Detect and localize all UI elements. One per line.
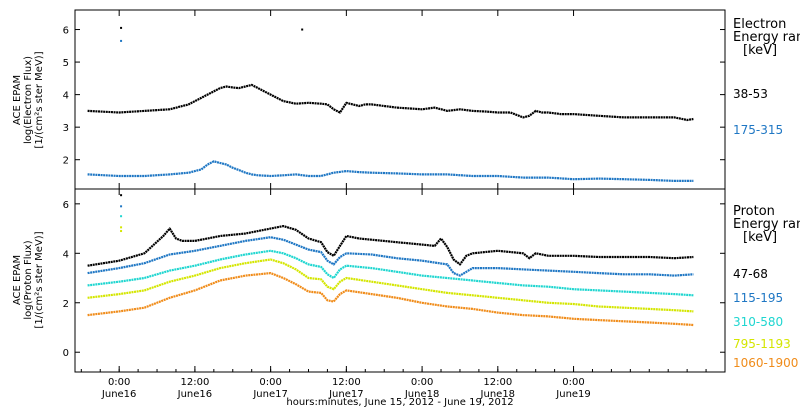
legend-proton-1060-1900: 1060-1900	[733, 356, 798, 370]
electron-series-175-315	[87, 160, 694, 182]
legend-proton-310-580: 310-580	[733, 315, 783, 329]
x-tick-date-label: June17	[328, 389, 364, 400]
proton-ylabel-line2: log(Proton Flux)	[23, 240, 34, 319]
proton-panel-frame	[74, 188, 726, 373]
proton-series-310-580	[87, 249, 694, 297]
electron-outlier-point	[120, 39, 123, 42]
electron-ylabel-line3: [1/(cm²s ster MeV)]	[34, 51, 45, 148]
proton-series-115-195	[87, 236, 694, 277]
proton-ytick-label: 2	[63, 299, 69, 310]
proton-series-795-1193	[87, 258, 694, 313]
electron-outlier-point	[120, 26, 123, 29]
proton-series-47-68	[87, 225, 694, 267]
x-tick-date-label: June16	[101, 389, 137, 400]
proton-legend-title-1: Proton	[733, 204, 775, 219]
electron-legend-title-1: Electron	[733, 17, 786, 32]
electron-ylabel-line1: ACE EPAM	[12, 75, 23, 125]
x-tick-date-label: June19	[555, 389, 591, 400]
x-tick-date-label: June18	[404, 389, 440, 400]
x-tick-date-label: June18	[480, 389, 516, 400]
plot-layer: 2345602460:00June1612:00June160:00June17…	[63, 10, 726, 400]
proton-outlier-point	[120, 205, 123, 208]
proton-legend-title-3: [keV]	[743, 230, 777, 245]
proton-ylabel-line1: ACE EPAM	[12, 255, 23, 305]
electron-ytick-label: 3	[63, 123, 69, 134]
legend-proton-795-1193: 795-1193	[733, 337, 791, 351]
x-tick-time-label: 0:00	[411, 377, 433, 388]
proton-series-1060-1900	[87, 272, 694, 327]
legend-proton-47-68: 47-68	[733, 267, 768, 281]
electron-series-38-53	[87, 83, 694, 122]
proton-ylabel-line3: [1/(cm²s ster MeV)]	[34, 231, 45, 328]
x-tick-time-label: 12:00	[180, 377, 209, 388]
x-tick-time-label: 12:00	[483, 377, 512, 388]
proton-outlier-point	[120, 230, 123, 233]
proton-ytick-label: 0	[63, 348, 69, 359]
proton-outlier-point	[120, 194, 123, 197]
x-tick-time-label: 0:00	[108, 377, 130, 388]
electron-outlier-point	[301, 28, 304, 31]
electron-ytick-label: 2	[63, 156, 69, 167]
x-tick-date-label: June16	[177, 389, 213, 400]
electron-ytick-label: 4	[63, 91, 69, 102]
x-tick-date-label: June17	[252, 389, 288, 400]
electron-ytick-label: 6	[63, 26, 69, 37]
electron-panel-frame	[74, 9, 726, 190]
legend-proton-115-195: 115-195	[733, 291, 783, 305]
electron-ytick-label: 5	[63, 58, 69, 69]
proton-ytick-label: 4	[63, 249, 69, 260]
electron-ylabel-line2: log(Electron Flux)	[23, 56, 34, 144]
proton-outlier-point	[120, 215, 123, 218]
electron-legend-title-3: [keV]	[743, 43, 777, 58]
x-tick-time-label: 12:00	[332, 377, 361, 388]
electron-legend-title-2: Energy ran	[733, 30, 800, 45]
legend-electron-38-53: 38-53	[733, 87, 768, 101]
legend-electron-175-315: 175-315	[733, 123, 783, 137]
proton-legend-title-2: Energy ran	[733, 217, 800, 232]
x-tick-time-label: 0:00	[562, 377, 584, 388]
proton-ytick-label: 6	[63, 200, 69, 211]
x-tick-time-label: 0:00	[259, 377, 281, 388]
proton-outlier-point	[120, 226, 123, 229]
x-axis-title: hours:minutes, June 15, 2012 - June 19, …	[286, 397, 513, 408]
